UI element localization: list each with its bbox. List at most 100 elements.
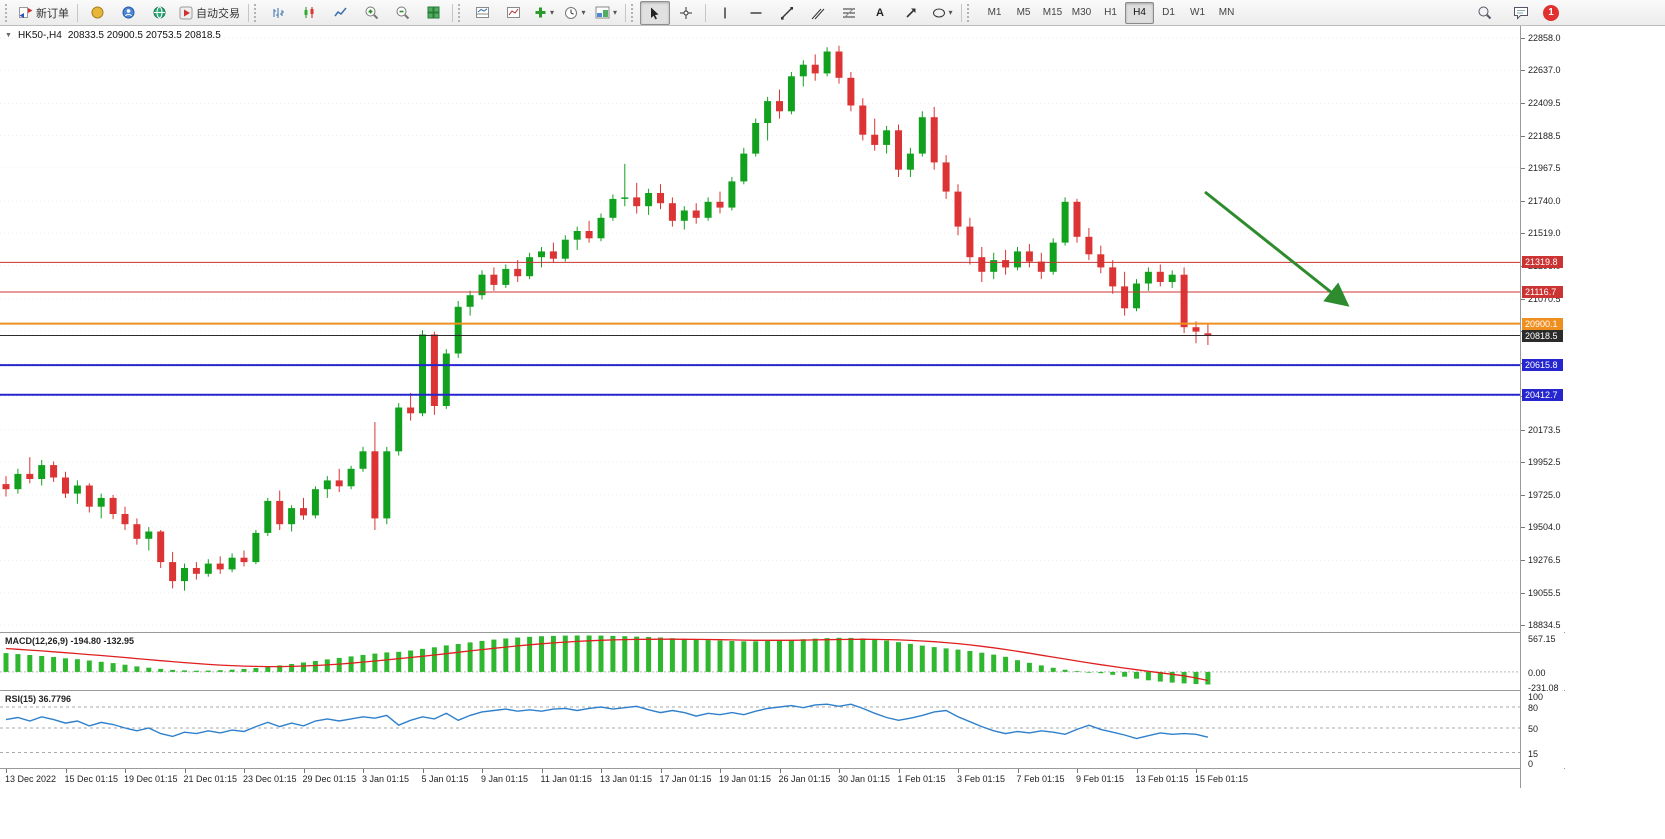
chart-window-button[interactable] <box>498 1 528 25</box>
separator <box>452 3 453 22</box>
zoom-in-icon <box>364 5 379 20</box>
timeframe-h4[interactable]: H4 <box>1125 1 1155 24</box>
timeframe-mn[interactable]: MN <box>1218 6 1235 18</box>
text-tool-button[interactable]: A <box>865 1 895 25</box>
price-tick-mark <box>1521 495 1525 496</box>
quick-trade-collapse-icon[interactable]: ▼ <box>5 32 12 39</box>
macd-label: MACD(12,26,9) -194.80 -132.95 <box>5 636 135 646</box>
candlestick-chart-icon <box>302 5 317 20</box>
price-axis[interactable]: 22858.0 22637.0 22409.5 22188.5 21967.5 21740… <box>1520 26 1564 788</box>
zoom-out-button[interactable] <box>387 1 417 25</box>
price-axis-label: 18834.5 <box>1528 619 1561 630</box>
rsi-axis-label: 100 <box>1528 692 1544 702</box>
time-axis-label: 19 Jan 01:15 <box>719 774 772 784</box>
panel-separator[interactable] <box>0 690 1565 691</box>
cursor-tool-button[interactable] <box>640 0 671 25</box>
shapes-tool-button[interactable]: ▾ <box>927 1 957 25</box>
time-tick-mark <box>898 769 900 773</box>
chart-window[interactable]: ▼ HK50-,H4 20833.5 20900.5 20753.5 20818… <box>0 26 1565 788</box>
bar-chart-button[interactable] <box>263 1 293 25</box>
timeframe-m1[interactable]: M1 <box>987 6 1002 18</box>
price-axis-label: 22637.0 <box>1528 65 1561 76</box>
templates-button[interactable]: ▾ <box>591 1 621 25</box>
price-tick-mark <box>1521 560 1525 562</box>
time-axis-label: 15 Feb 01:15 <box>1195 774 1249 784</box>
macd-panel[interactable] <box>0 633 1520 690</box>
new-order-button[interactable]: 新订单 <box>14 2 73 24</box>
price-tick-mark <box>1521 429 1525 431</box>
timeframe-d1[interactable]: D1 <box>1162 6 1175 18</box>
periods-button[interactable]: ▾ <box>560 1 590 25</box>
time-tick-mark <box>1196 769 1197 773</box>
price-axis-label: 19952.5 <box>1528 456 1561 467</box>
auto-trading-label: 自动交易 <box>196 7 240 20</box>
price-level-badge: 20412.7 <box>1522 388 1563 401</box>
time-tick-mark <box>482 769 483 773</box>
search-button[interactable] <box>1469 1 1499 25</box>
zoom-out-icon <box>395 5 410 20</box>
price-tick-mark <box>1521 38 1525 39</box>
price-tick-mark <box>1521 298 1525 300</box>
time-axis-label: 5 Jan 01:15 <box>421 774 469 784</box>
rsi-axis-label: 15 <box>1528 748 1539 759</box>
chart-window-icon <box>506 5 521 20</box>
time-axis-label: 7 Feb 01:15 <box>1016 774 1065 784</box>
time-axis-label: 15 Dec 01:15 <box>64 774 119 784</box>
macd-axis-label: 0.00 <box>1528 667 1546 678</box>
horizontal-line-tool-button[interactable] <box>741 1 771 25</box>
chat-button[interactable] <box>1506 1 1536 25</box>
time-tick-mark <box>839 769 840 773</box>
time-axis-label: 19 Dec 01:15 <box>124 774 178 784</box>
horizontal-line-icon <box>749 6 763 20</box>
timeframe-h1[interactable]: H1 <box>1104 6 1117 18</box>
community-icon <box>121 5 136 20</box>
trendline-tool-button[interactable] <box>772 1 802 25</box>
add-indicator-icon <box>534 6 547 19</box>
auto-trading-button[interactable]: 自动交易 <box>175 2 244 24</box>
timeframe-m30[interactable]: M30 <box>1071 6 1092 18</box>
price-level-badge: 20615.8 <box>1522 359 1563 372</box>
price-axis-label: 21070.5 <box>1528 293 1561 304</box>
line-chart-button[interactable] <box>325 1 355 25</box>
price-tick-mark <box>1521 592 1525 594</box>
vertical-line-tool-button[interactable] <box>710 1 740 25</box>
toolbar-grip <box>631 3 636 22</box>
main-chart-canvas[interactable] <box>0 26 1520 632</box>
toolbar-grip <box>254 3 259 22</box>
toolbar-grip <box>5 3 10 22</box>
price-tick-mark <box>1521 624 1525 626</box>
price-axis-label: 19055.5 <box>1528 587 1561 598</box>
crosshair-tool-button[interactable] <box>671 1 701 25</box>
macd-axis-label: 567.15 <box>1528 634 1556 644</box>
time-axis-label: 30 Jan 01:15 <box>838 774 891 784</box>
separator <box>961 3 963 22</box>
arrows-tool-button[interactable] <box>896 1 926 25</box>
price-level-badge: 20818.5 <box>1522 329 1563 342</box>
fibonacci-tool-button[interactable] <box>834 1 864 25</box>
price-axis-label: 21967.5 <box>1528 162 1561 173</box>
price-level-badge: 21319.8 <box>1522 256 1563 269</box>
time-axis-label: 13 Jan 01:15 <box>600 774 653 784</box>
timeframe-w1[interactable]: W1 <box>1190 6 1206 18</box>
price-axis-label: 19725.0 <box>1528 490 1561 500</box>
community-button[interactable] <box>113 1 143 25</box>
candlestick-chart-button[interactable] <box>294 1 324 25</box>
rsi-panel[interactable] <box>0 691 1520 768</box>
add-indicator-button[interactable]: ▾ <box>529 1 559 25</box>
tile-windows-button[interactable] <box>418 1 448 25</box>
web-terminal-button[interactable] <box>144 1 174 25</box>
zoom-in-button[interactable] <box>356 1 386 25</box>
favorites-button[interactable] <box>82 1 112 25</box>
channel-tool-button[interactable] <box>803 1 833 25</box>
price-level-badge: 20900.1 <box>1522 317 1563 330</box>
timeframe-m15[interactable]: M15 <box>1042 6 1063 18</box>
time-axis-label: 17 Jan 01:15 <box>659 774 712 784</box>
price-tick-mark <box>1521 70 1525 72</box>
timeframe-m5[interactable]: M5 <box>1016 6 1031 18</box>
notification-badge[interactable]: 1 <box>1543 4 1559 21</box>
panel-separator[interactable] <box>0 632 1565 633</box>
time-axis[interactable]: 13 Dec 2022 15 Dec 01:15 19 Dec 01:15 21 De… <box>0 769 1520 788</box>
price-axis-label: 21740.0 <box>1528 196 1561 207</box>
indicator-window-button[interactable] <box>467 1 497 25</box>
